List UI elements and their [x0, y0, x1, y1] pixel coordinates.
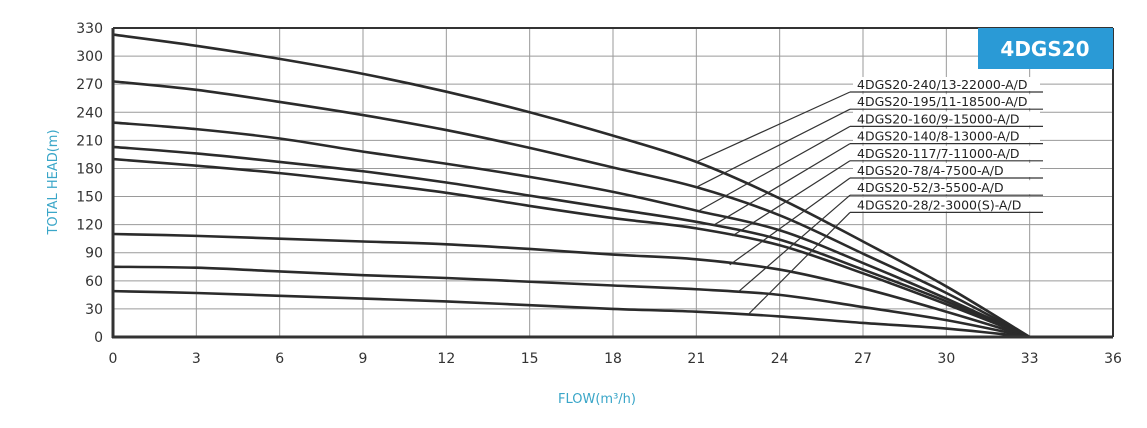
legend-label-bg	[853, 94, 1040, 109]
chart-title: 4DGS20	[1000, 37, 1089, 61]
y-tick-label: 60	[85, 274, 103, 290]
pump-curve	[112, 33, 1031, 339]
pump-curve	[112, 145, 1031, 339]
legend-label: 4DGS20-140/8-13000-A/D	[857, 129, 1020, 144]
legend-label: 4DGS20-240/13-22000-A/D	[857, 77, 1028, 92]
curves	[112, 33, 1031, 339]
y-tick-label: 30	[85, 302, 103, 318]
x-axis-title: FLOW(m³/h)	[558, 392, 636, 407]
x-tick-label: 24	[771, 351, 789, 367]
pump-curve	[112, 157, 1031, 339]
legend-leader-line	[698, 125, 851, 212]
legend-leaders: 4DGS20-240/13-22000-A/D 4DGS20-195/11-185…	[696, 77, 1043, 315]
pump-curve	[112, 121, 1031, 339]
pump-curve	[112, 80, 1031, 339]
x-tick-label: 30	[937, 351, 955, 367]
y-tick-label: 150	[76, 190, 103, 206]
y-tick-label: 0	[94, 330, 103, 346]
title-badge-bg	[978, 28, 1113, 69]
legend-leader-line	[729, 177, 851, 266]
y-tick-label: 210	[76, 133, 103, 149]
y-tick-labels: 0 30 60 90 120 150 180 210 240 270 300 330	[76, 21, 103, 346]
y-tick-label: 180	[76, 161, 103, 177]
legend-label-bg	[853, 77, 1040, 91]
x-tick-label: 15	[521, 351, 539, 367]
legend-label: 4DGS20-28/2-3000(S)-A/D	[857, 197, 1021, 212]
legend-leader-line	[696, 108, 851, 188]
x-tick-label: 6	[275, 351, 284, 367]
legend-leader-line	[737, 194, 851, 293]
pump-curve	[112, 265, 1030, 339]
y-tick-label: 270	[76, 77, 103, 93]
y-axis-title: TOTAL HEAD(m)	[46, 129, 61, 235]
x-tick-label: 3	[192, 351, 201, 367]
x-tick-label: 21	[687, 351, 705, 367]
legend-label: 4DGS20-52/3-5500-A/D	[857, 180, 1004, 195]
legend-label-bg	[853, 145, 1040, 160]
x-tick-label: 33	[1021, 351, 1039, 367]
legend-label-bg	[853, 180, 1040, 195]
x-tick-label: 18	[604, 351, 622, 367]
y-tick-label: 120	[76, 218, 103, 234]
x-tick-label: 12	[437, 351, 455, 367]
y-tick-label: 300	[76, 49, 103, 65]
title-badge: 4DGS20	[978, 28, 1113, 69]
legend-label-bg	[853, 111, 1040, 126]
legend-label-bg	[853, 128, 1040, 143]
x-tick-labels: 0 3 6 9 12 15 18 21 24 27 30 33 36	[109, 351, 1122, 367]
legend-label: 4DGS20-117/7-11000-A/D	[857, 146, 1020, 161]
x-tick-label: 36	[1104, 351, 1122, 367]
pump-curve	[112, 232, 1031, 339]
legend-label-bg	[853, 197, 1040, 212]
legend-label: 4DGS20-78/4-7500-A/D	[857, 163, 1004, 178]
y-tick-label: 240	[76, 105, 103, 121]
y-tick-label: 90	[85, 246, 103, 262]
legend-label: 4DGS20-195/11-18500-A/D	[857, 94, 1028, 109]
legend-label-bg	[853, 163, 1040, 177]
x-tick-label: 27	[854, 351, 872, 367]
x-tick-label: 9	[359, 351, 368, 367]
x-tick-label: 0	[109, 351, 118, 367]
legend-leader-line	[732, 160, 851, 237]
plot-frame	[111, 27, 1114, 339]
legend-leader-line	[696, 91, 851, 163]
legend-leader-line	[748, 211, 851, 315]
y-tick-label: 330	[76, 21, 103, 37]
pump-curve	[112, 289, 1030, 339]
legend-label: 4DGS20-160/9-15000-A/D	[857, 111, 1020, 126]
legend-leader-line	[712, 143, 851, 227]
